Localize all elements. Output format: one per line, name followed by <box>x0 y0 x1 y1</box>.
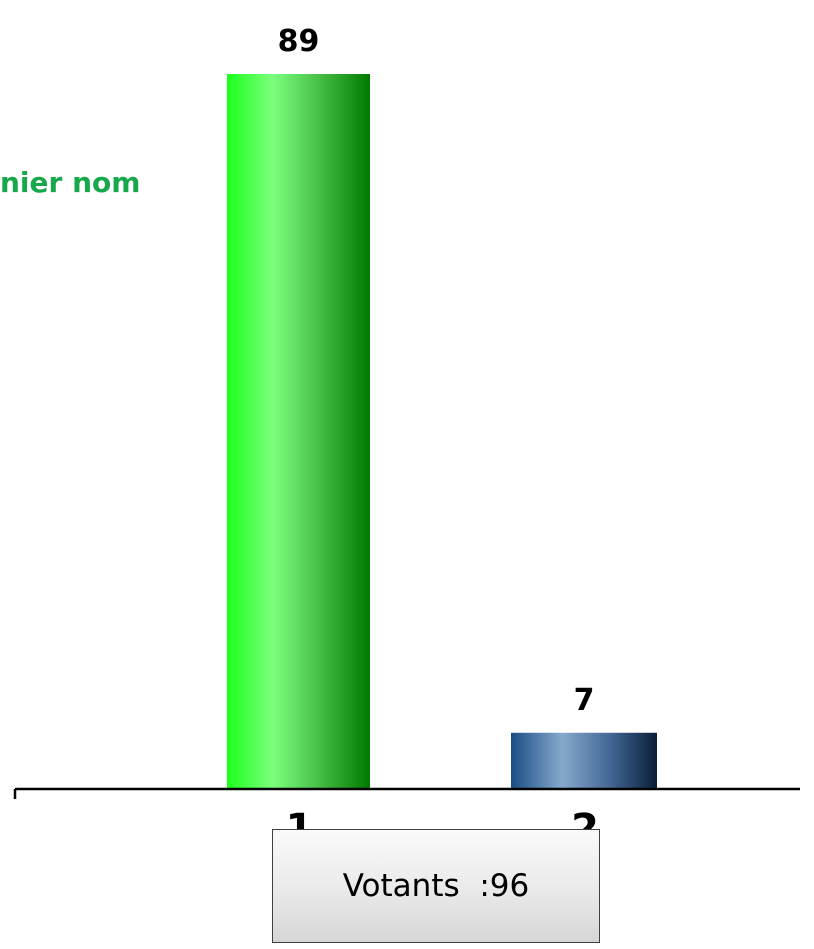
data-label-2: 7 <box>574 683 595 718</box>
bar-1 <box>227 74 370 789</box>
bar-2 <box>511 732 657 789</box>
voters-count-box: Votants :96 <box>272 829 600 943</box>
title-label: nier nom <box>0 166 141 199</box>
data-label-1: 89 <box>278 24 320 59</box>
